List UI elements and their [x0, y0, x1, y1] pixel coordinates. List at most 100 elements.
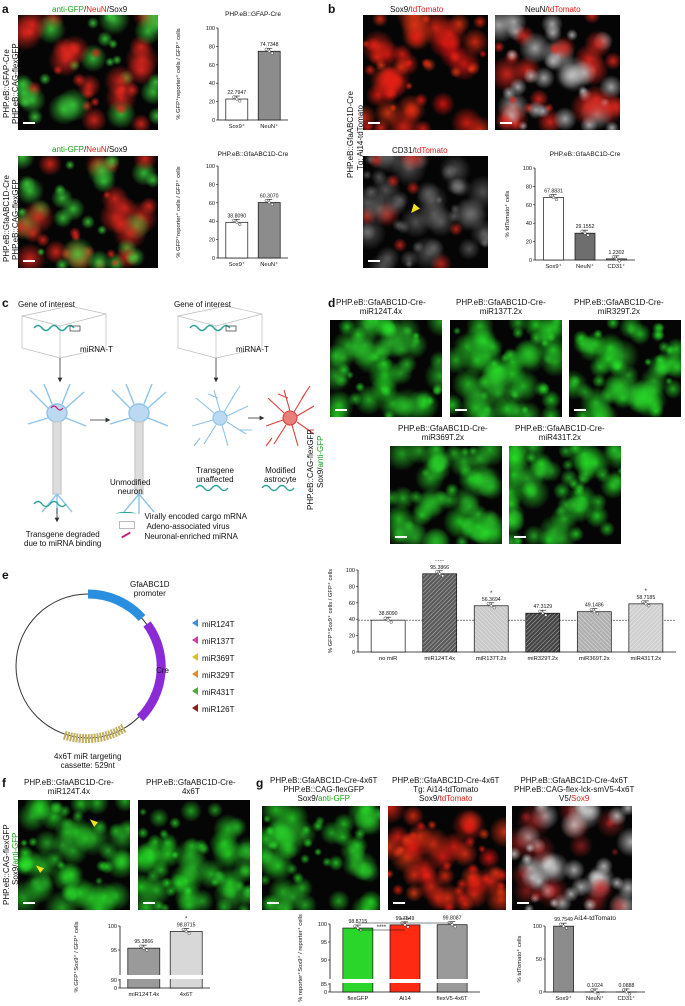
label-part: NeuN — [86, 145, 107, 154]
bar-break — [341, 979, 374, 983]
neuron-icon-2 — [109, 383, 169, 514]
data-point — [356, 926, 360, 930]
data-point — [624, 990, 628, 994]
scale-bar — [395, 536, 407, 538]
label-part: Sox9 — [108, 145, 128, 154]
panel-f-side-label: PHP.eB::CAG-flexGFP — [2, 824, 11, 905]
mir126t-triangle-icon — [192, 703, 198, 712]
legend-label: miR431T — [202, 688, 235, 697]
value-label: 60.3070 — [260, 194, 279, 200]
data-point — [586, 233, 590, 237]
label-part: tdTomato — [439, 794, 473, 803]
panel-d-mir329-micrograph — [569, 320, 681, 417]
category-label: NeuN⁺ — [260, 261, 278, 268]
label-part: tdTomato — [414, 146, 448, 155]
value-label: 58.7185 — [636, 595, 655, 601]
data-point — [187, 931, 191, 935]
value-label: 29.1552 — [576, 224, 595, 230]
y-tick-label: 0 — [212, 256, 215, 262]
significance-label: **** — [400, 918, 410, 924]
panel-f-mir124-micrograph — [18, 800, 130, 910]
data-point — [589, 608, 593, 612]
bar-break — [436, 979, 469, 983]
data-point — [486, 602, 490, 606]
significance-label: **** — [435, 560, 445, 565]
y-tick-label: 40 — [349, 617, 355, 623]
panel-g-v5-micrograph — [512, 806, 632, 910]
panel-f-img2-label: PHP.eB::GfaABC1D-Cre- 4x6T — [146, 778, 236, 796]
value-label: 74.7348 — [260, 42, 279, 48]
label-part: Sox9 — [108, 5, 128, 14]
y-tick-label: 60 — [526, 203, 532, 209]
panel-a-bottom-side-label: PHP.eB::GfaABC1D-Cre — [2, 175, 11, 262]
y-axis-label: % GFP⁺Sox9⁺ / GFP⁺ cells — [73, 921, 80, 992]
label-part: anti-GFP — [52, 145, 85, 154]
value-label: 56.3694 — [482, 597, 501, 603]
y-tick-label: 95 — [321, 940, 327, 946]
category-label: miR369T.2x — [579, 656, 610, 662]
bar — [127, 947, 161, 989]
mir329t-triangle-icon — [192, 669, 198, 678]
value-label: 47.3129 — [533, 604, 552, 610]
y-axis-label: % reporter⁺Sox9⁺ / reporter⁺ cells — [297, 914, 304, 1002]
data-point — [232, 95, 236, 99]
legend-label: miR126T — [202, 705, 235, 714]
legend-item: miR431T — [192, 682, 234, 699]
y-axis-label: % GFP⁺reporter⁺ cells / GFP⁺ cells — [175, 28, 182, 119]
data-point — [441, 574, 445, 578]
panel-d-letter: d — [328, 296, 336, 310]
y-tick-label: 20 — [526, 240, 532, 246]
panel-d-img5-label: PHP.eB::GfaABC1D-Cre- miR431T.2x — [515, 424, 605, 442]
data-point — [238, 99, 242, 103]
y-tick-label: 60 — [209, 201, 215, 207]
data-point — [139, 944, 143, 948]
data-point — [386, 618, 390, 622]
panel-g-right-chart: Ai14-tdTomato 0 50 100 % tdTomato⁺ cells 99.7… — [516, 915, 645, 1002]
data-point — [647, 604, 651, 608]
category-label: miR124T.4x — [128, 992, 159, 998]
data-point — [580, 229, 584, 233]
y-tick-label: 80 — [209, 44, 215, 50]
panel-d-mir137-micrograph — [450, 320, 562, 417]
data-point — [450, 923, 454, 927]
neuron-icon-1 — [27, 383, 87, 514]
bar — [257, 50, 281, 121]
data-point — [644, 602, 648, 606]
panel-b-side-label: PHP.eB::GfaABC1D-Cre — [346, 91, 355, 178]
scale-bar — [393, 902, 405, 904]
label-line: PHP.eB::GfaABC1D-Cre-4x6T — [520, 776, 628, 785]
bar — [574, 232, 596, 261]
side-line: PHP.eB::CAG-flexGFP — [11, 179, 20, 260]
side-line: PHP.eB::CAG-flexGFP — [11, 43, 20, 124]
legend-label: Virally encoded cargo mRNA — [144, 512, 248, 521]
category-label: NeuN⁺ — [576, 263, 594, 270]
panel-f-side-label-2: Sox9/anti-GFP — [11, 833, 20, 885]
value-label: 49.1486 — [585, 603, 604, 609]
panel-b-cd31-micrograph — [363, 156, 488, 268]
label-sep: / — [408, 5, 411, 14]
legend-item: Neuronal-enriched miRNA — [116, 526, 247, 541]
data-point — [596, 992, 600, 996]
panel-g-img2-label: PHP.eB::GfaABC1D-Cre-4x6T Tg: Ai14-tdTom… — [392, 776, 499, 803]
scale-bar — [574, 409, 586, 411]
legend-item: miR126T — [192, 699, 234, 716]
label-sep: / — [545, 5, 548, 14]
value-label: 1.2302 — [608, 250, 624, 256]
data-point — [611, 255, 615, 259]
category-label: Sox9⁺ — [545, 263, 561, 270]
chart-title: PHP.eB::GFAP-Cre — [225, 11, 281, 18]
value-label: 22.7947 — [227, 90, 246, 96]
transgene-unaffected-label: Transgene unaffected — [196, 466, 234, 484]
data-point — [627, 992, 631, 996]
panel-e-letter: e — [2, 568, 9, 582]
label-line: Sox9/tdTomato — [392, 794, 499, 803]
bar-break — [389, 979, 421, 983]
data-point — [565, 926, 569, 930]
legend-label: miR329T — [202, 671, 235, 680]
mir137t-triangle-icon — [192, 635, 198, 644]
panel-g-img1-label: PHP.eB::GfaABC1D-Cre-4x6T PHP.eB::CAG-fl… — [270, 776, 377, 803]
panel-b-letter: b — [328, 2, 336, 16]
panel-g-flexgfp-micrograph — [262, 806, 380, 910]
label-line: PHP.eB::GfaABC1D-Cre-4x6T — [392, 776, 500, 785]
data-point — [489, 604, 493, 608]
